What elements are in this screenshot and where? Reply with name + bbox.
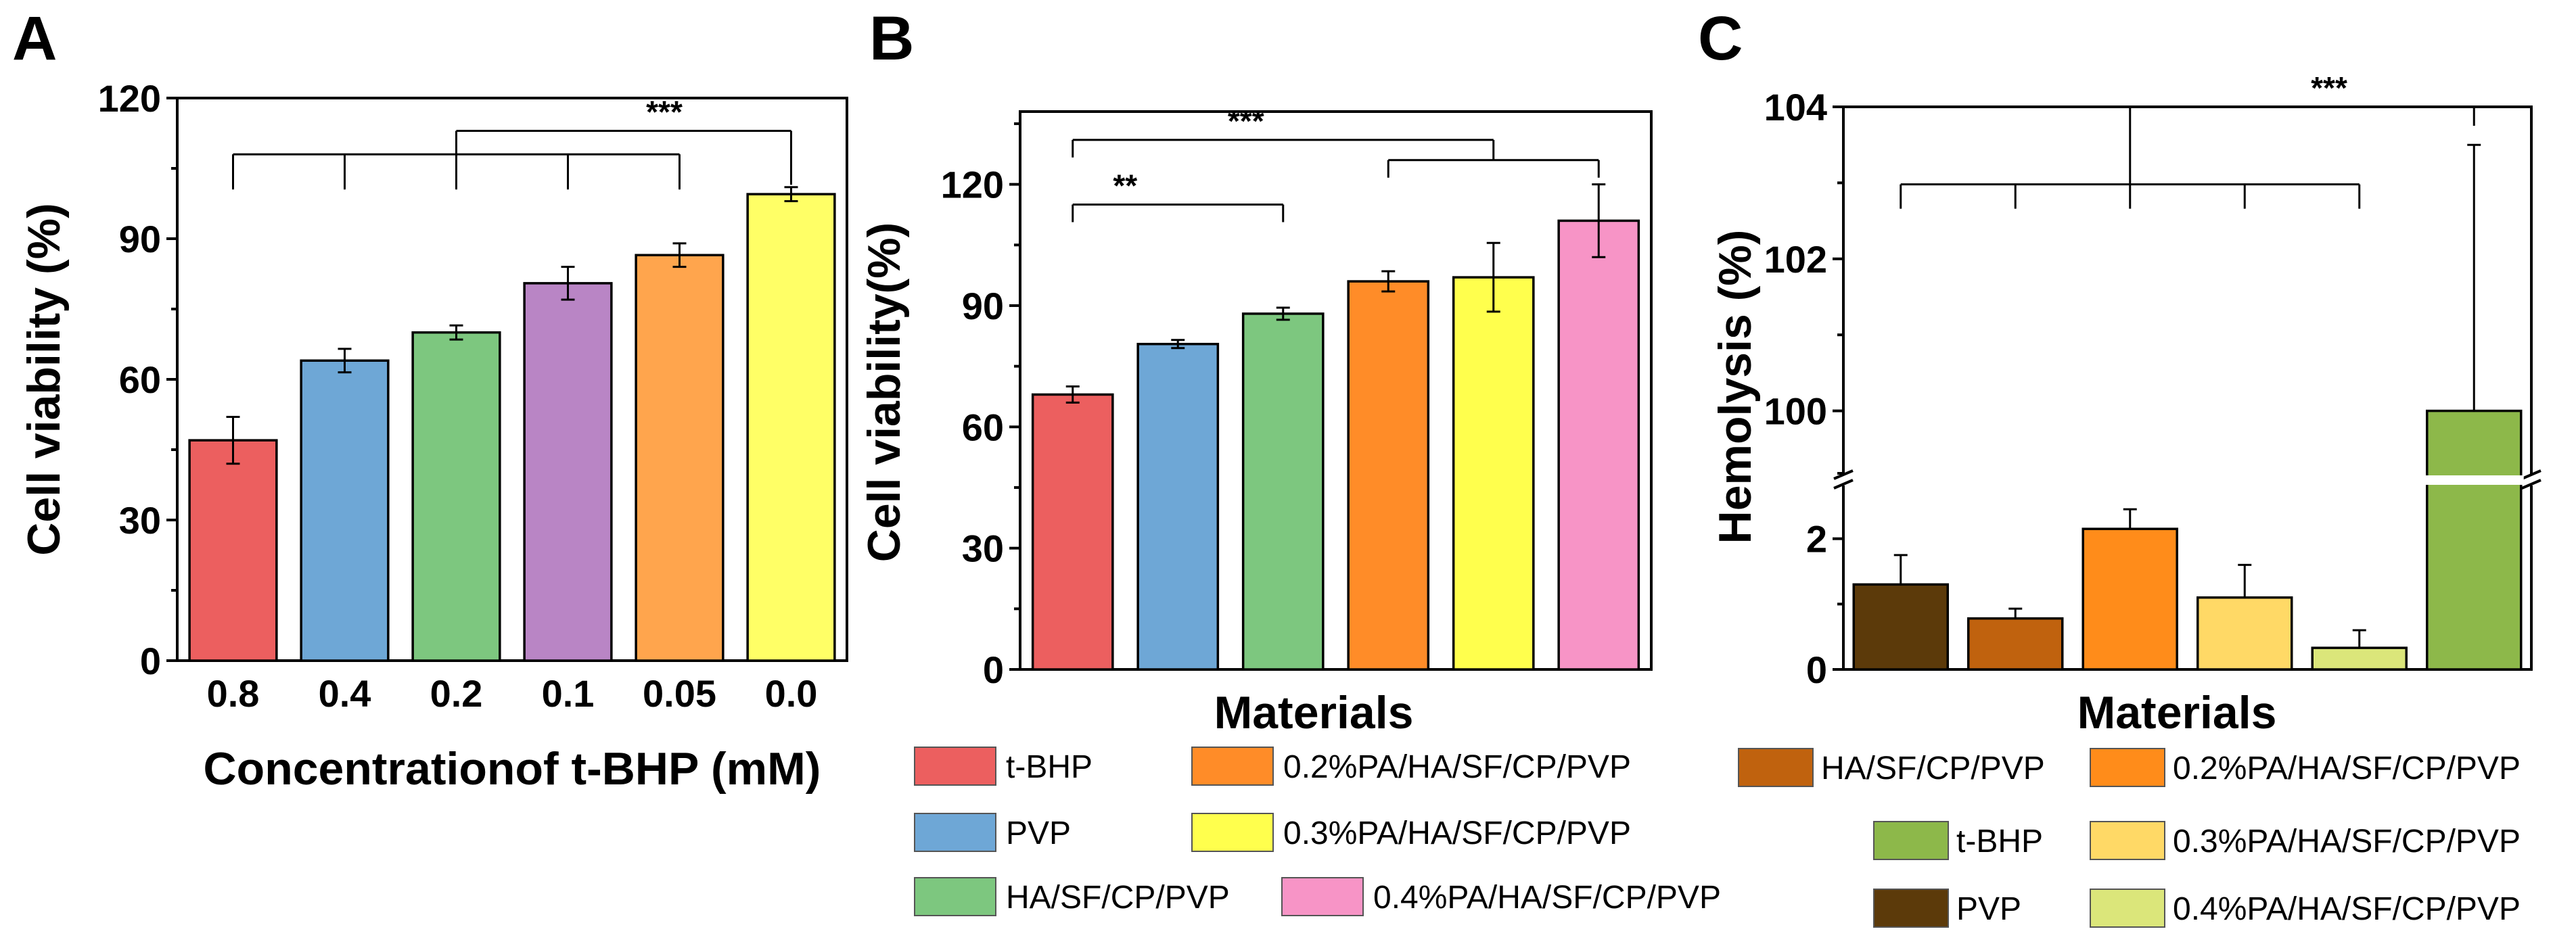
panel-c-y-tick-label-upper-1: 102: [1764, 238, 1827, 281]
panel-c-significance: ***: [1900, 70, 2475, 209]
panel-c-bar-4: [2311, 646, 2408, 671]
panel-b-y-axis-label: Cell viability(%): [858, 222, 910, 563]
panel-a-x-axis-label: Concentrationof t-BHP (mM): [204, 743, 821, 795]
panel-a-x-tick-label-0: 0.8: [207, 672, 260, 715]
panel-c-legend-label-3: 0.2%PA/HA/SF/CP/PVP: [2173, 751, 2521, 786]
panel-c-bar-0: [1852, 583, 1949, 671]
panel-b-sig-2-label: **: [1113, 168, 1137, 204]
panel-a-sig-label: ***: [646, 95, 683, 130]
panel-a-y-tick-label-1: 30: [119, 499, 161, 542]
panel-c-bar-3: [2196, 596, 2293, 671]
panel-b-y-tick-label-3: 90: [962, 285, 1004, 327]
panel-b-legend-swatch-4: [1191, 813, 1274, 852]
panel-b-legend-label-3: 0.2%PA/HA/SF/CP/PVP: [1283, 749, 1631, 785]
panel-c-bar-1: [1967, 617, 2064, 671]
panel-c-legend-label-5: 0.4%PA/HA/SF/CP/PVP: [2173, 891, 2521, 927]
panel-letter-c: C: [1698, 4, 1743, 73]
panel-b-bar-4: [1452, 276, 1535, 671]
panel-c-legend-swatch-0: [1738, 748, 1814, 787]
panel-c-legend-label-4: 0.3%PA/HA/SF/CP/PVP: [2173, 824, 2521, 859]
panel-b-y-tick-label-2: 60: [962, 406, 1004, 448]
panel-a-y-tick-label-2: 60: [119, 358, 161, 401]
panel-a-y-axis-label: Cell viability (%): [18, 203, 70, 555]
panel-a-x-tick-label-3: 0.1: [542, 672, 595, 715]
panel-c-legend-swatch-3: [2090, 748, 2165, 787]
panel-c: 0 2 100 102 104 *** Hemolysis (%) Materials: [1709, 70, 2542, 738]
panel-c-x-axis-label: Materials: [2077, 687, 2277, 738]
panel-c-y-tick-label-lower-0: 0: [1806, 648, 1827, 691]
panel-a-bar-2: [411, 331, 501, 662]
panel-b-y-tick-label-4: 120: [941, 164, 1004, 206]
panel-c-y-tick-label-upper-0: 100: [1764, 390, 1827, 433]
panel-b-legend-label-4: 0.3%PA/HA/SF/CP/PVP: [1283, 815, 1631, 851]
panel-a-x-tick-label-1: 0.4: [319, 672, 371, 715]
panel-c-legend-swatch-1: [1873, 821, 1949, 860]
panel-b-bars: [1031, 183, 1640, 671]
panel-b-bar-2: [1241, 312, 1325, 671]
panel-b-legend-swatch-1: [914, 813, 996, 852]
panel-b-plot-frame: [1019, 110, 1653, 671]
panel-c-axis-break-mark-left-1: [1833, 469, 1854, 480]
panel-b-legend: t-BHP PVP HA/SF/CP/PVP 0.2%PA/HA/SF/CP/PVP 0…: [914, 747, 1721, 916]
panel-b-bar-1: [1136, 343, 1220, 671]
panel-letter-a: A: [12, 4, 57, 73]
panel-a-y-tick-label-4: 120: [98, 77, 161, 120]
panel-letter-b: B: [869, 4, 914, 73]
panel-c-axis-break-mark-right-1: [2521, 469, 2542, 480]
panel-a-x-tick-label-5: 0.0: [765, 672, 818, 715]
panel-c-legend: HA/SF/CP/PVP t-BHP PVP 0.2%PA/HA/SF/CP/PVP 0…: [1738, 748, 2521, 928]
panel-a-bar-3: [523, 282, 613, 662]
panel-a-bars: [188, 186, 836, 662]
panel-c-y-tick-label-upper-2: 104: [1764, 86, 1827, 128]
panel-c-axis-break-mark-left-2: [1833, 479, 1854, 490]
panel-b-y-ticks: 0 30 60 90 120: [941, 122, 1020, 691]
panel-b-legend-swatch-2: [914, 877, 996, 916]
panel-c-sig-label: ***: [2311, 70, 2347, 105]
panel-c-legend-swatch-5: [2090, 889, 2165, 928]
panel-b-y-tick-label-1: 30: [962, 527, 1004, 570]
panel-c-legend-label-1: t-BHP: [1956, 824, 2043, 859]
panel-c-legend-label-0: HA/SF/CP/PVP: [1821, 751, 2045, 786]
panel-a-significance: ***: [232, 95, 792, 190]
panel-b-significance: *****: [1072, 103, 1600, 222]
panel-a-bar-4: [635, 254, 724, 662]
panel-a-y-tick-label-0: 0: [140, 640, 161, 682]
panel-a-y-ticks: 0 30 60 90 120: [98, 77, 177, 682]
panel-b-bar-3: [1347, 280, 1430, 671]
panel-b-legend-label-2: HA/SF/CP/PVP: [1006, 880, 1230, 916]
panel-a: 0 30 60 90 120 0.8 0.4 0.2 0.1 0.05 0.0 *** Cell …: [18, 77, 848, 795]
panel-a-bar-0: [188, 439, 278, 662]
panel-c-bar-2: [2082, 527, 2178, 671]
panel-a-x-tick-label-4: 0.05: [643, 672, 716, 715]
panel-a-y-tick-label-3: 90: [119, 218, 161, 260]
panel-a-x-tick-label-2: 0.2: [430, 672, 483, 715]
panel-c-y-tick-label-lower-1: 2: [1806, 518, 1827, 561]
panel-b-legend-label-0: t-BHP: [1006, 749, 1092, 785]
panel-b-sig-3-label: ***: [1228, 103, 1264, 139]
panel-b-x-axis-label: Materials: [1214, 687, 1414, 738]
panel-c-bar-5: [2426, 409, 2523, 671]
panel-c-y-ticks: 0 2 100 102 104: [1764, 86, 2542, 691]
panel-b-legend-swatch-3: [1191, 747, 1274, 786]
panel-c-legend-swatch-2: [1873, 889, 1949, 928]
panel-c-legend-swatch-4: [2090, 821, 2165, 860]
panel-b-legend-label-1: PVP: [1006, 815, 1071, 851]
panel-b-legend-label-5: 0.4%PA/HA/SF/CP/PVP: [1373, 880, 1721, 916]
panel-b-legend-swatch-5: [1281, 877, 1364, 916]
panel-a-bar-5: [746, 193, 836, 662]
panel-a-x-ticks: 0.8 0.4 0.2 0.1 0.05 0.0: [207, 672, 818, 715]
panel-c-axis-break-mark-right-2: [2521, 479, 2542, 490]
panel-b-y-tick-label-0: 0: [983, 648, 1004, 691]
panel-b-bar-5: [1557, 219, 1640, 671]
panel-c-bars: [1852, 143, 2524, 671]
panel-b-bar-0: [1031, 393, 1114, 671]
panel-b-legend-swatch-0: [914, 747, 996, 786]
panel-c-y-axis-label: Hemolysis (%): [1709, 230, 1761, 544]
panel-c-legend-label-2: PVP: [1956, 891, 2021, 927]
panel-a-bar-1: [300, 359, 390, 662]
panel-c-bar-break-5: [2424, 475, 2524, 485]
